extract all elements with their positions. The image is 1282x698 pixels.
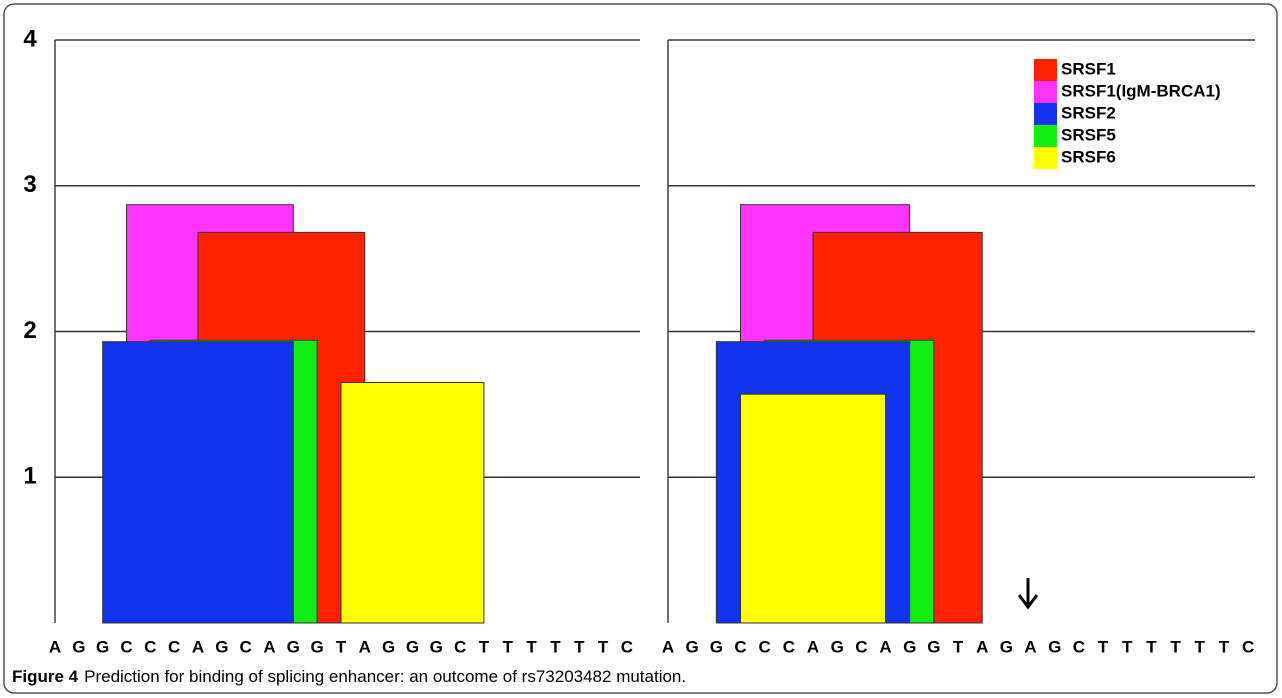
- caption-text: Prediction for binding of splicing enhan…: [84, 667, 686, 686]
- range-bar: [340, 382, 485, 624]
- sequence-letter: C: [1073, 637, 1085, 656]
- legend-swatch: [1034, 125, 1057, 147]
- legend-label: SRSF1: [1061, 59, 1116, 78]
- range-bar: [740, 393, 887, 624]
- sequence-letter: A: [662, 637, 674, 656]
- sequence-letter: A: [49, 637, 61, 656]
- sequence-letter: C: [621, 637, 633, 656]
- sequence-letter: C: [1242, 637, 1254, 656]
- sequence-letter: C: [120, 637, 132, 656]
- arrow-head: [1017, 594, 1039, 610]
- sequence-letter: G: [72, 637, 85, 656]
- sequence-letter: T: [1219, 637, 1230, 656]
- sequence-letter: T: [953, 637, 964, 656]
- sequence-letter: T: [503, 637, 514, 656]
- sequence-letter: G: [287, 637, 300, 656]
- sequence-letter: G: [831, 637, 844, 656]
- legend-swatch: [1034, 147, 1057, 169]
- sequence-letter: C: [759, 637, 771, 656]
- mutation-arrow: [1017, 578, 1039, 610]
- sequence-letter: G: [406, 637, 419, 656]
- caption: Figure 4 Prediction for binding of splici…: [12, 667, 686, 686]
- sequence-letter: G: [430, 637, 443, 656]
- sequence-letter: T: [336, 637, 347, 656]
- legend-swatch: [1034, 103, 1057, 125]
- legend-label: SRSF1(IgM-BRCA1): [1061, 81, 1221, 100]
- legend-swatch: [1034, 59, 1057, 81]
- caption-label: Figure 4: [12, 667, 79, 686]
- sequence-letter: T: [1170, 637, 1181, 656]
- sequence-letter: G: [215, 637, 228, 656]
- sequence-letter: G: [686, 637, 699, 656]
- sequence-letter: G: [903, 637, 916, 656]
- legend-swatch: [1034, 81, 1057, 103]
- sequence-letter: T: [1195, 637, 1206, 656]
- legend-label: SRSF6: [1061, 147, 1116, 166]
- y-tick-label: 3: [23, 171, 36, 198]
- legend-label: SRSF5: [1061, 125, 1116, 144]
- sequence-letter: T: [1146, 637, 1157, 656]
- sequence-letter: T: [574, 637, 585, 656]
- sequence-letter: T: [550, 637, 561, 656]
- sequence-letter: T: [479, 637, 490, 656]
- sequence-letter: A: [1024, 637, 1036, 656]
- sequence-letter: A: [976, 637, 988, 656]
- sequence-letter: C: [855, 637, 867, 656]
- y-tick-label: 2: [23, 317, 36, 344]
- sequence-letter: G: [927, 637, 940, 656]
- sequence-letter: C: [783, 637, 795, 656]
- sequence-letter: G: [96, 637, 109, 656]
- y-tick-label: 4: [23, 25, 37, 52]
- sequence-letter: T: [526, 637, 537, 656]
- sequence-letter: A: [879, 637, 891, 656]
- sequence-letter: A: [263, 637, 275, 656]
- sequence-letter: C: [168, 637, 180, 656]
- sequence-letter: G: [311, 637, 324, 656]
- figure-border: [3, 3, 1278, 694]
- sequence-letter: C: [454, 637, 466, 656]
- y-tick-label: 1: [23, 463, 36, 490]
- sequence-letter: A: [807, 637, 819, 656]
- range-bar: [102, 341, 294, 624]
- sequence-letter: T: [598, 637, 609, 656]
- sequence-letter: C: [734, 637, 746, 656]
- sequence-letter: T: [1122, 637, 1133, 656]
- sequence-letter: A: [359, 637, 371, 656]
- sequence-letter: A: [192, 637, 204, 656]
- sequence-letter: G: [710, 637, 723, 656]
- sequence-letter: T: [1098, 637, 1109, 656]
- sequence-letter: G: [1048, 637, 1061, 656]
- sequence-letter: C: [144, 637, 156, 656]
- sequence-letter: G: [1000, 637, 1013, 656]
- sequence-letter: C: [239, 637, 251, 656]
- sequence-letter: G: [382, 637, 395, 656]
- legend-label: SRSF2: [1061, 103, 1116, 122]
